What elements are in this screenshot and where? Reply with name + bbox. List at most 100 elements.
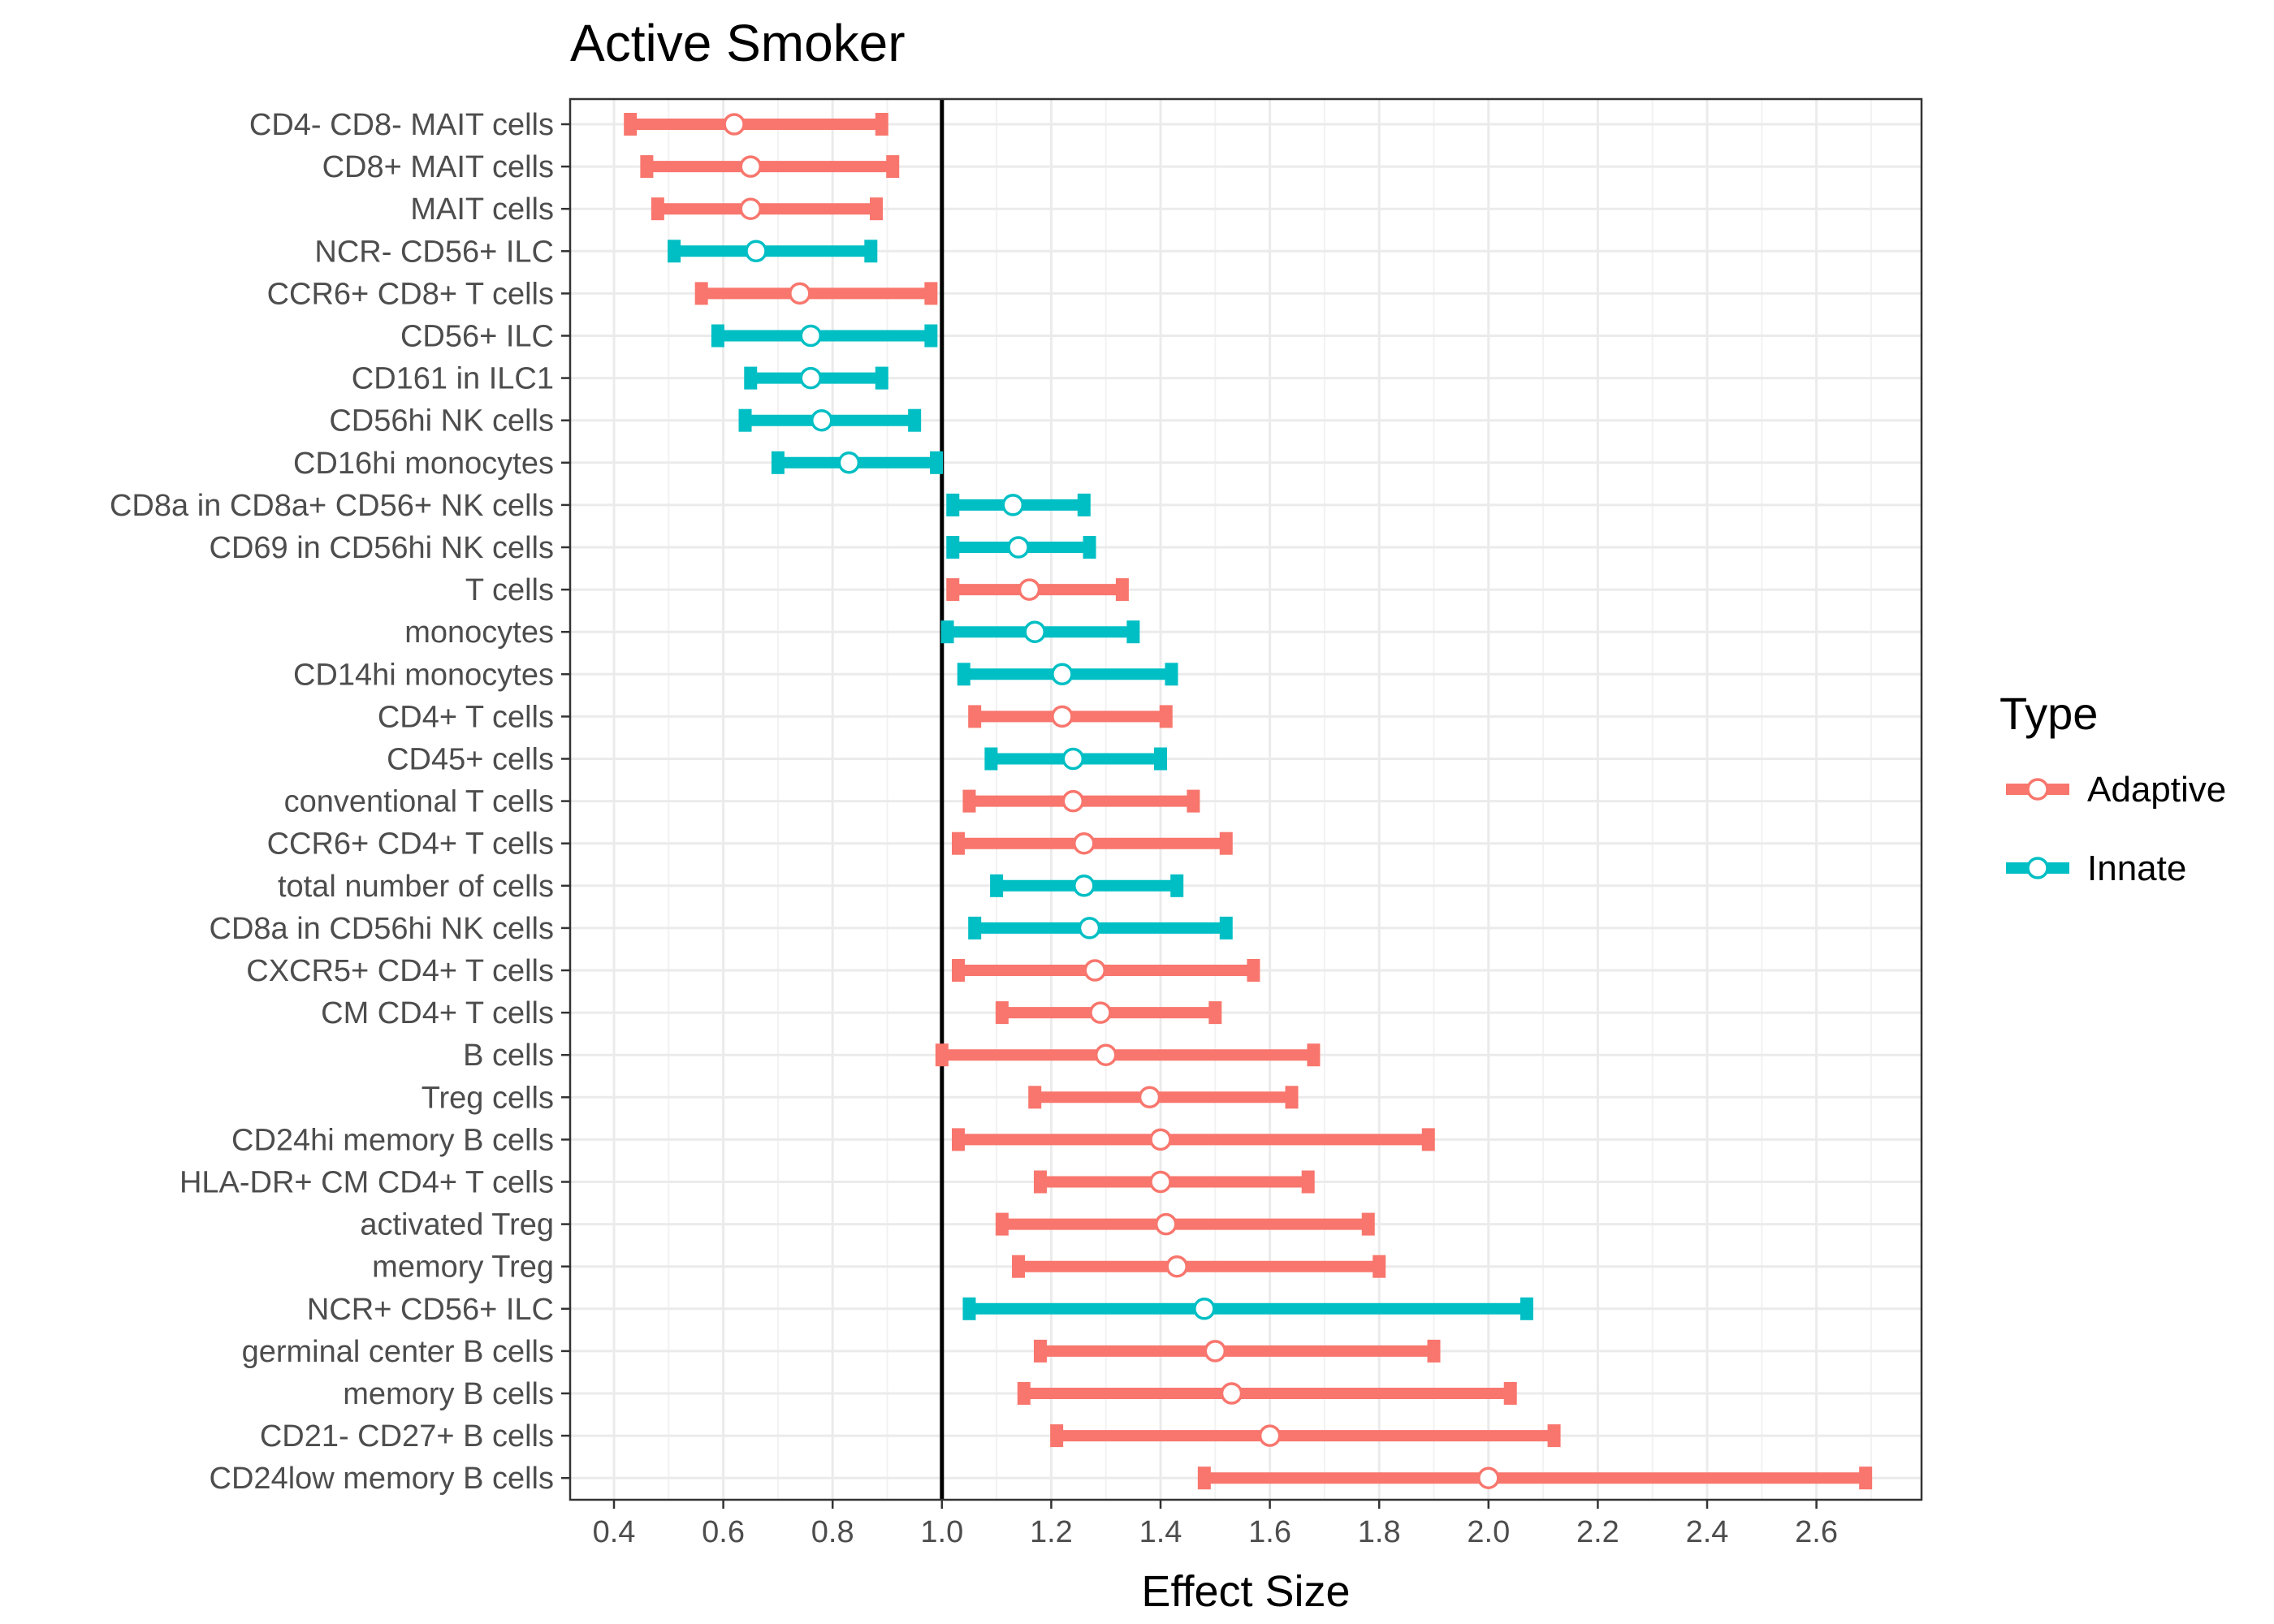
y-tick-label: conventional T cells <box>284 785 554 819</box>
point-estimate <box>1204 1340 1227 1363</box>
ci-high-cap <box>1159 705 1173 728</box>
data-row <box>1017 1382 1517 1405</box>
y-tick-label: CD56hi NK cells <box>329 404 554 438</box>
y-tick-label: CXCR5+ CD4+ T cells <box>246 954 554 988</box>
point-estimate <box>1154 1212 1178 1236</box>
data-row <box>1012 1255 1386 1278</box>
ci-low-cap <box>946 536 960 559</box>
ci-high-cap <box>875 366 888 390</box>
y-tick-label: T cells <box>465 573 554 607</box>
ci-low-cap <box>711 324 724 348</box>
point-estimate <box>1051 705 1074 728</box>
y-tick-label: monocytes <box>404 615 554 650</box>
ci-high-cap <box>1170 874 1184 897</box>
ci-low-cap <box>995 1001 1009 1025</box>
y-tick-label: CCR6+ CD4+ T cells <box>267 827 554 862</box>
ci-low-cap <box>744 366 758 390</box>
ci-low-cap <box>946 493 960 516</box>
legend-item: Adaptive <box>2006 770 2226 810</box>
y-tick-label: CD21- CD27+ B cells <box>260 1419 554 1453</box>
y-tick-label: HLA-DR+ CM CD4+ T cells <box>179 1166 554 1200</box>
ci-low-cap <box>957 663 971 686</box>
data-row <box>962 1297 1533 1320</box>
data-row <box>738 408 922 432</box>
ci-high-cap <box>864 240 878 263</box>
point-estimate <box>1023 620 1046 643</box>
ci-low-cap <box>1197 1466 1211 1490</box>
y-tick-label: B cells <box>463 1039 554 1073</box>
x-tick-label: 2.6 <box>1795 1515 1838 1549</box>
ci-low-cap <box>962 1297 976 1320</box>
ci-high-cap <box>1307 1043 1321 1067</box>
data-row <box>1028 1086 1299 1109</box>
ci-low-cap <box>940 620 954 644</box>
y-tick-label: CD14hi monocytes <box>293 658 554 692</box>
point-estimate <box>1477 1466 1500 1489</box>
point-estimate <box>745 240 767 263</box>
point-estimate <box>1018 578 1041 601</box>
data-row <box>771 451 944 474</box>
ci-high-cap <box>870 197 884 221</box>
legend-items: Adaptive Innate <box>2006 770 2226 888</box>
x-tick-label: 1.8 <box>1358 1515 1401 1549</box>
y-tick-label: CD161 in ILC1 <box>352 362 554 396</box>
point-estimate <box>1165 1255 1188 1278</box>
ci-low-cap <box>995 1212 1009 1236</box>
ci-high-cap <box>1503 1382 1517 1405</box>
legend-item: Innate <box>2006 849 2186 888</box>
ci-high-cap <box>1219 916 1233 939</box>
ci-high-cap <box>1187 789 1200 813</box>
y-tick-label: CD16hi monocytes <box>293 447 554 481</box>
ci-high-cap <box>1285 1086 1299 1109</box>
ci-high-cap <box>886 155 900 179</box>
ci-high-cap <box>875 113 888 136</box>
data-row <box>624 113 888 136</box>
y-tick-label: CCR6+ CD8+ T cells <box>267 277 554 311</box>
point-estimate <box>837 451 861 474</box>
point-estimate <box>1001 494 1025 516</box>
data-row <box>968 916 1233 939</box>
data-row <box>711 324 938 348</box>
point-estimate <box>1258 1424 1282 1447</box>
y-tick-label: memory B cells <box>343 1377 554 1411</box>
data-row <box>935 1043 1321 1067</box>
data-row <box>744 366 888 390</box>
data-row <box>640 155 900 179</box>
data-row <box>951 831 1233 855</box>
data-row <box>984 747 1167 771</box>
point-estimate <box>1007 536 1030 559</box>
data-row <box>946 578 1129 602</box>
data-marks <box>624 113 1873 1490</box>
point-estimate <box>1073 831 1096 855</box>
data-row <box>957 663 1178 686</box>
point-estimate <box>739 197 762 220</box>
legend-key-point <box>2026 778 2049 801</box>
ci-high-cap <box>1126 620 1140 644</box>
y-tick-label: germinal center B cells <box>242 1335 554 1369</box>
ci-low-cap <box>968 916 982 939</box>
ci-low-cap <box>951 831 965 855</box>
point-estimate <box>739 155 762 178</box>
y-tick-label: CD4+ T cells <box>378 700 554 734</box>
x-tick-label: 2.4 <box>1686 1515 1729 1549</box>
data-row <box>995 1001 1222 1025</box>
y-tick-label: CD69 in CD56hi NK cells <box>210 531 555 565</box>
data-row <box>694 282 938 305</box>
y-tick-label: total number of cells <box>278 870 554 904</box>
ci-high-cap <box>1083 536 1096 559</box>
x-tick-label: 0.6 <box>702 1515 745 1549</box>
ci-low-cap <box>651 197 664 221</box>
x-tick-label: 1.4 <box>1139 1515 1182 1549</box>
ci-low-cap <box>694 282 708 305</box>
ci-low-cap <box>738 408 752 432</box>
ci-low-cap <box>935 1043 949 1067</box>
ci-high-cap <box>908 408 922 432</box>
data-row <box>668 240 878 263</box>
point-estimate <box>1061 789 1085 813</box>
ci-high-cap <box>924 282 938 305</box>
point-estimate <box>799 366 823 390</box>
y-tick-label: CD24low memory B cells <box>210 1462 554 1496</box>
y-tick-label: CD56+ ILC <box>400 320 554 354</box>
data-row <box>951 959 1260 982</box>
y-tick-label: CD4- CD8- MAIT cells <box>249 108 554 142</box>
